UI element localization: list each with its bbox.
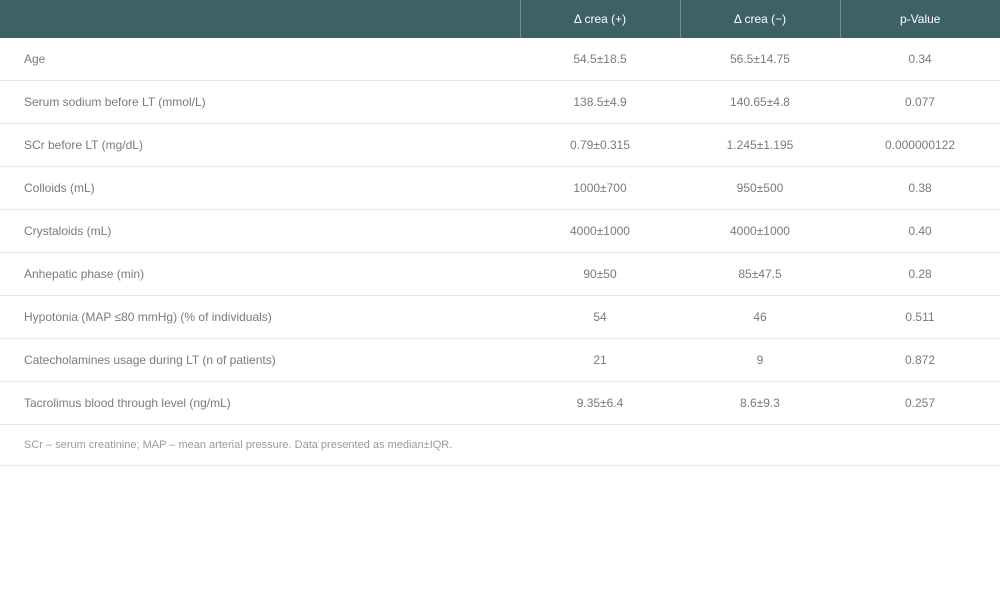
cell-delta-minus: 4000±1000 bbox=[680, 210, 840, 253]
cell-p-value: 0.077 bbox=[840, 81, 1000, 124]
cell-delta-plus: 4000±1000 bbox=[520, 210, 680, 253]
cell-delta-plus: 138.5±4.9 bbox=[520, 81, 680, 124]
table-row: Age 54.5±18.5 56.5±14.75 0.34 bbox=[0, 38, 1000, 81]
cell-delta-minus: 46 bbox=[680, 296, 840, 339]
table-row: Tacrolimus blood through level (ng/mL) 9… bbox=[0, 382, 1000, 425]
cell-delta-minus: 950±500 bbox=[680, 167, 840, 210]
table-footnote-row: SCr – serum creatinine; MAP – mean arter… bbox=[0, 425, 1000, 466]
col-header-delta-minus: Δ crea (−) bbox=[680, 0, 840, 38]
row-label: Catecholamines usage during LT (n of pat… bbox=[0, 339, 520, 382]
cell-delta-minus: 56.5±14.75 bbox=[680, 38, 840, 81]
cell-delta-minus: 9 bbox=[680, 339, 840, 382]
cell-p-value: 0.40 bbox=[840, 210, 1000, 253]
cell-p-value: 0.34 bbox=[840, 38, 1000, 81]
cell-delta-minus: 1.245±1.195 bbox=[680, 124, 840, 167]
cell-delta-plus: 90±50 bbox=[520, 253, 680, 296]
row-label: Colloids (mL) bbox=[0, 167, 520, 210]
cell-p-value: 0.257 bbox=[840, 382, 1000, 425]
cell-p-value: 0.38 bbox=[840, 167, 1000, 210]
col-header-p-value: p-Value bbox=[840, 0, 1000, 38]
table-row: Catecholamines usage during LT (n of pat… bbox=[0, 339, 1000, 382]
cell-delta-plus: 54 bbox=[520, 296, 680, 339]
table-row: Serum sodium before LT (mmol/L) 138.5±4.… bbox=[0, 81, 1000, 124]
table-row: Anhepatic phase (min) 90±50 85±47.5 0.28 bbox=[0, 253, 1000, 296]
table-header: Δ crea (+) Δ crea (−) p-Value bbox=[0, 0, 1000, 38]
table-row: Colloids (mL) 1000±700 950±500 0.38 bbox=[0, 167, 1000, 210]
cell-delta-plus: 1000±700 bbox=[520, 167, 680, 210]
row-label: SCr before LT (mg/dL) bbox=[0, 124, 520, 167]
cell-delta-minus: 8.6±9.3 bbox=[680, 382, 840, 425]
cell-delta-minus: 85±47.5 bbox=[680, 253, 840, 296]
cell-delta-plus: 21 bbox=[520, 339, 680, 382]
cell-p-value: 0.000000122 bbox=[840, 124, 1000, 167]
cell-delta-plus: 0.79±0.315 bbox=[520, 124, 680, 167]
row-label: Anhepatic phase (min) bbox=[0, 253, 520, 296]
cell-p-value: 0.28 bbox=[840, 253, 1000, 296]
cell-p-value: 0.872 bbox=[840, 339, 1000, 382]
row-label: Age bbox=[0, 38, 520, 81]
table-row: Crystaloids (mL) 4000±1000 4000±1000 0.4… bbox=[0, 210, 1000, 253]
row-label: Tacrolimus blood through level (ng/mL) bbox=[0, 382, 520, 425]
col-header-label bbox=[0, 0, 520, 38]
data-table: Δ crea (+) Δ crea (−) p-Value Age 54.5±1… bbox=[0, 0, 1000, 466]
table-body: Age 54.5±18.5 56.5±14.75 0.34 Serum sodi… bbox=[0, 38, 1000, 466]
table-row: Hypotonia (MAP ≤80 mmHg) (% of individua… bbox=[0, 296, 1000, 339]
row-label: Serum sodium before LT (mmol/L) bbox=[0, 81, 520, 124]
cell-delta-minus: 140.65±4.8 bbox=[680, 81, 840, 124]
col-header-delta-plus: Δ crea (+) bbox=[520, 0, 680, 38]
row-label: Crystaloids (mL) bbox=[0, 210, 520, 253]
cell-p-value: 0.511 bbox=[840, 296, 1000, 339]
row-label: Hypotonia (MAP ≤80 mmHg) (% of individua… bbox=[0, 296, 520, 339]
cell-delta-plus: 9.35±6.4 bbox=[520, 382, 680, 425]
table-row: SCr before LT (mg/dL) 0.79±0.315 1.245±1… bbox=[0, 124, 1000, 167]
cell-delta-plus: 54.5±18.5 bbox=[520, 38, 680, 81]
table-footnote: SCr – serum creatinine; MAP – mean arter… bbox=[0, 425, 1000, 466]
